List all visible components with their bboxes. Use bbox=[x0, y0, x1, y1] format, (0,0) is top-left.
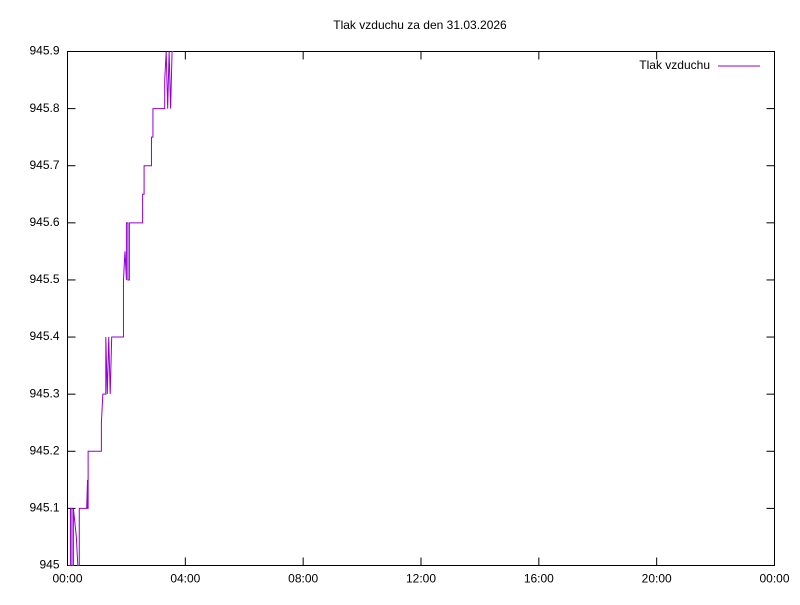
y-tick-label: 945.1 bbox=[29, 501, 59, 515]
legend-label: Tlak vzduchu bbox=[639, 58, 710, 72]
y-tick-label: 945.5 bbox=[29, 272, 59, 286]
y-tick-label: 945.8 bbox=[29, 101, 59, 115]
x-tick-label: 04:00 bbox=[170, 572, 200, 586]
x-tick-label: 20:00 bbox=[642, 572, 672, 586]
y-tick-label: 945.7 bbox=[29, 158, 59, 172]
y-tick-label: 945.3 bbox=[29, 386, 59, 400]
y-tick-label: 945 bbox=[39, 558, 59, 572]
x-tick-label: 16:00 bbox=[524, 572, 554, 586]
y-tick-label: 945.9 bbox=[29, 44, 59, 58]
y-tick-label: 945.2 bbox=[29, 443, 59, 457]
y-tick-label: 945.6 bbox=[29, 215, 59, 229]
x-tick-label: 00:00 bbox=[759, 572, 789, 586]
x-tick-label: 12:00 bbox=[406, 572, 436, 586]
data-line bbox=[68, 51, 174, 566]
x-tick-label: 08:00 bbox=[288, 572, 318, 586]
y-tick-label: 945.4 bbox=[29, 329, 59, 343]
chart-title: Tlak vzduchu za den 31.03.2026 bbox=[333, 18, 507, 32]
x-tick-label: 00:00 bbox=[52, 572, 82, 586]
